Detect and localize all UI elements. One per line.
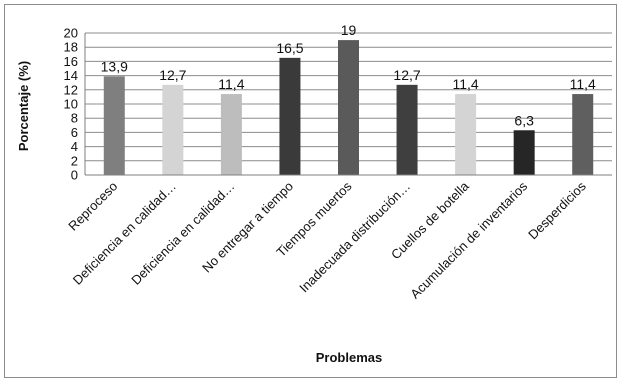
data-label: 11,4 [570, 76, 596, 92]
x-tick-label: Acumulación de inventarios [407, 178, 530, 301]
y-tick-label: 2 [71, 153, 78, 168]
y-axis-title: Porcentaje (%) [16, 61, 31, 151]
chart-frame [4, 4, 617, 378]
data-label: 12,7 [393, 67, 420, 83]
x-tick-label: Desperdicios [525, 178, 589, 242]
x-tick-label: Reproceso [65, 179, 120, 234]
y-tick-label: 0 [71, 168, 78, 183]
bar [162, 84, 184, 175]
x-tick-label: Inadecuada distribución… [296, 179, 413, 296]
data-label: 19 [341, 22, 357, 38]
y-tick-label: 14 [64, 68, 78, 83]
data-labels: 13,9 12,7 11,4 16,5 19 12,7 11,4 6,3 11,4 [101, 22, 596, 128]
y-tick-label: 18 [64, 40, 78, 55]
y-tick-label: 4 [71, 139, 78, 154]
data-label: 11,4 [218, 76, 244, 92]
bar [513, 130, 535, 175]
bar [572, 94, 594, 175]
bar [103, 76, 125, 175]
y-tick-label: 6 [71, 125, 78, 140]
bar [279, 57, 301, 175]
x-tick-label: Deficiencia en calidad… [70, 179, 179, 288]
y-tick-label: 8 [71, 111, 78, 126]
data-label: 11,4 [453, 76, 479, 92]
data-label: 16,5 [276, 40, 303, 56]
y-tick-label: 10 [64, 97, 78, 112]
data-label: 12,7 [159, 67, 186, 83]
bars [103, 40, 594, 175]
y-tick-label: 12 [64, 82, 78, 97]
x-axis-title: Problemas [316, 350, 382, 365]
bar [396, 84, 418, 175]
bar [220, 94, 242, 175]
bar [455, 94, 477, 175]
data-label: 13,9 [101, 58, 128, 74]
bar [338, 40, 359, 175]
y-tick-label: 20 [64, 26, 78, 41]
data-label: 6,3 [514, 112, 534, 128]
x-tick-label: Deficiencia en calidad… [128, 179, 237, 288]
y-tick-label: 16 [64, 54, 78, 69]
